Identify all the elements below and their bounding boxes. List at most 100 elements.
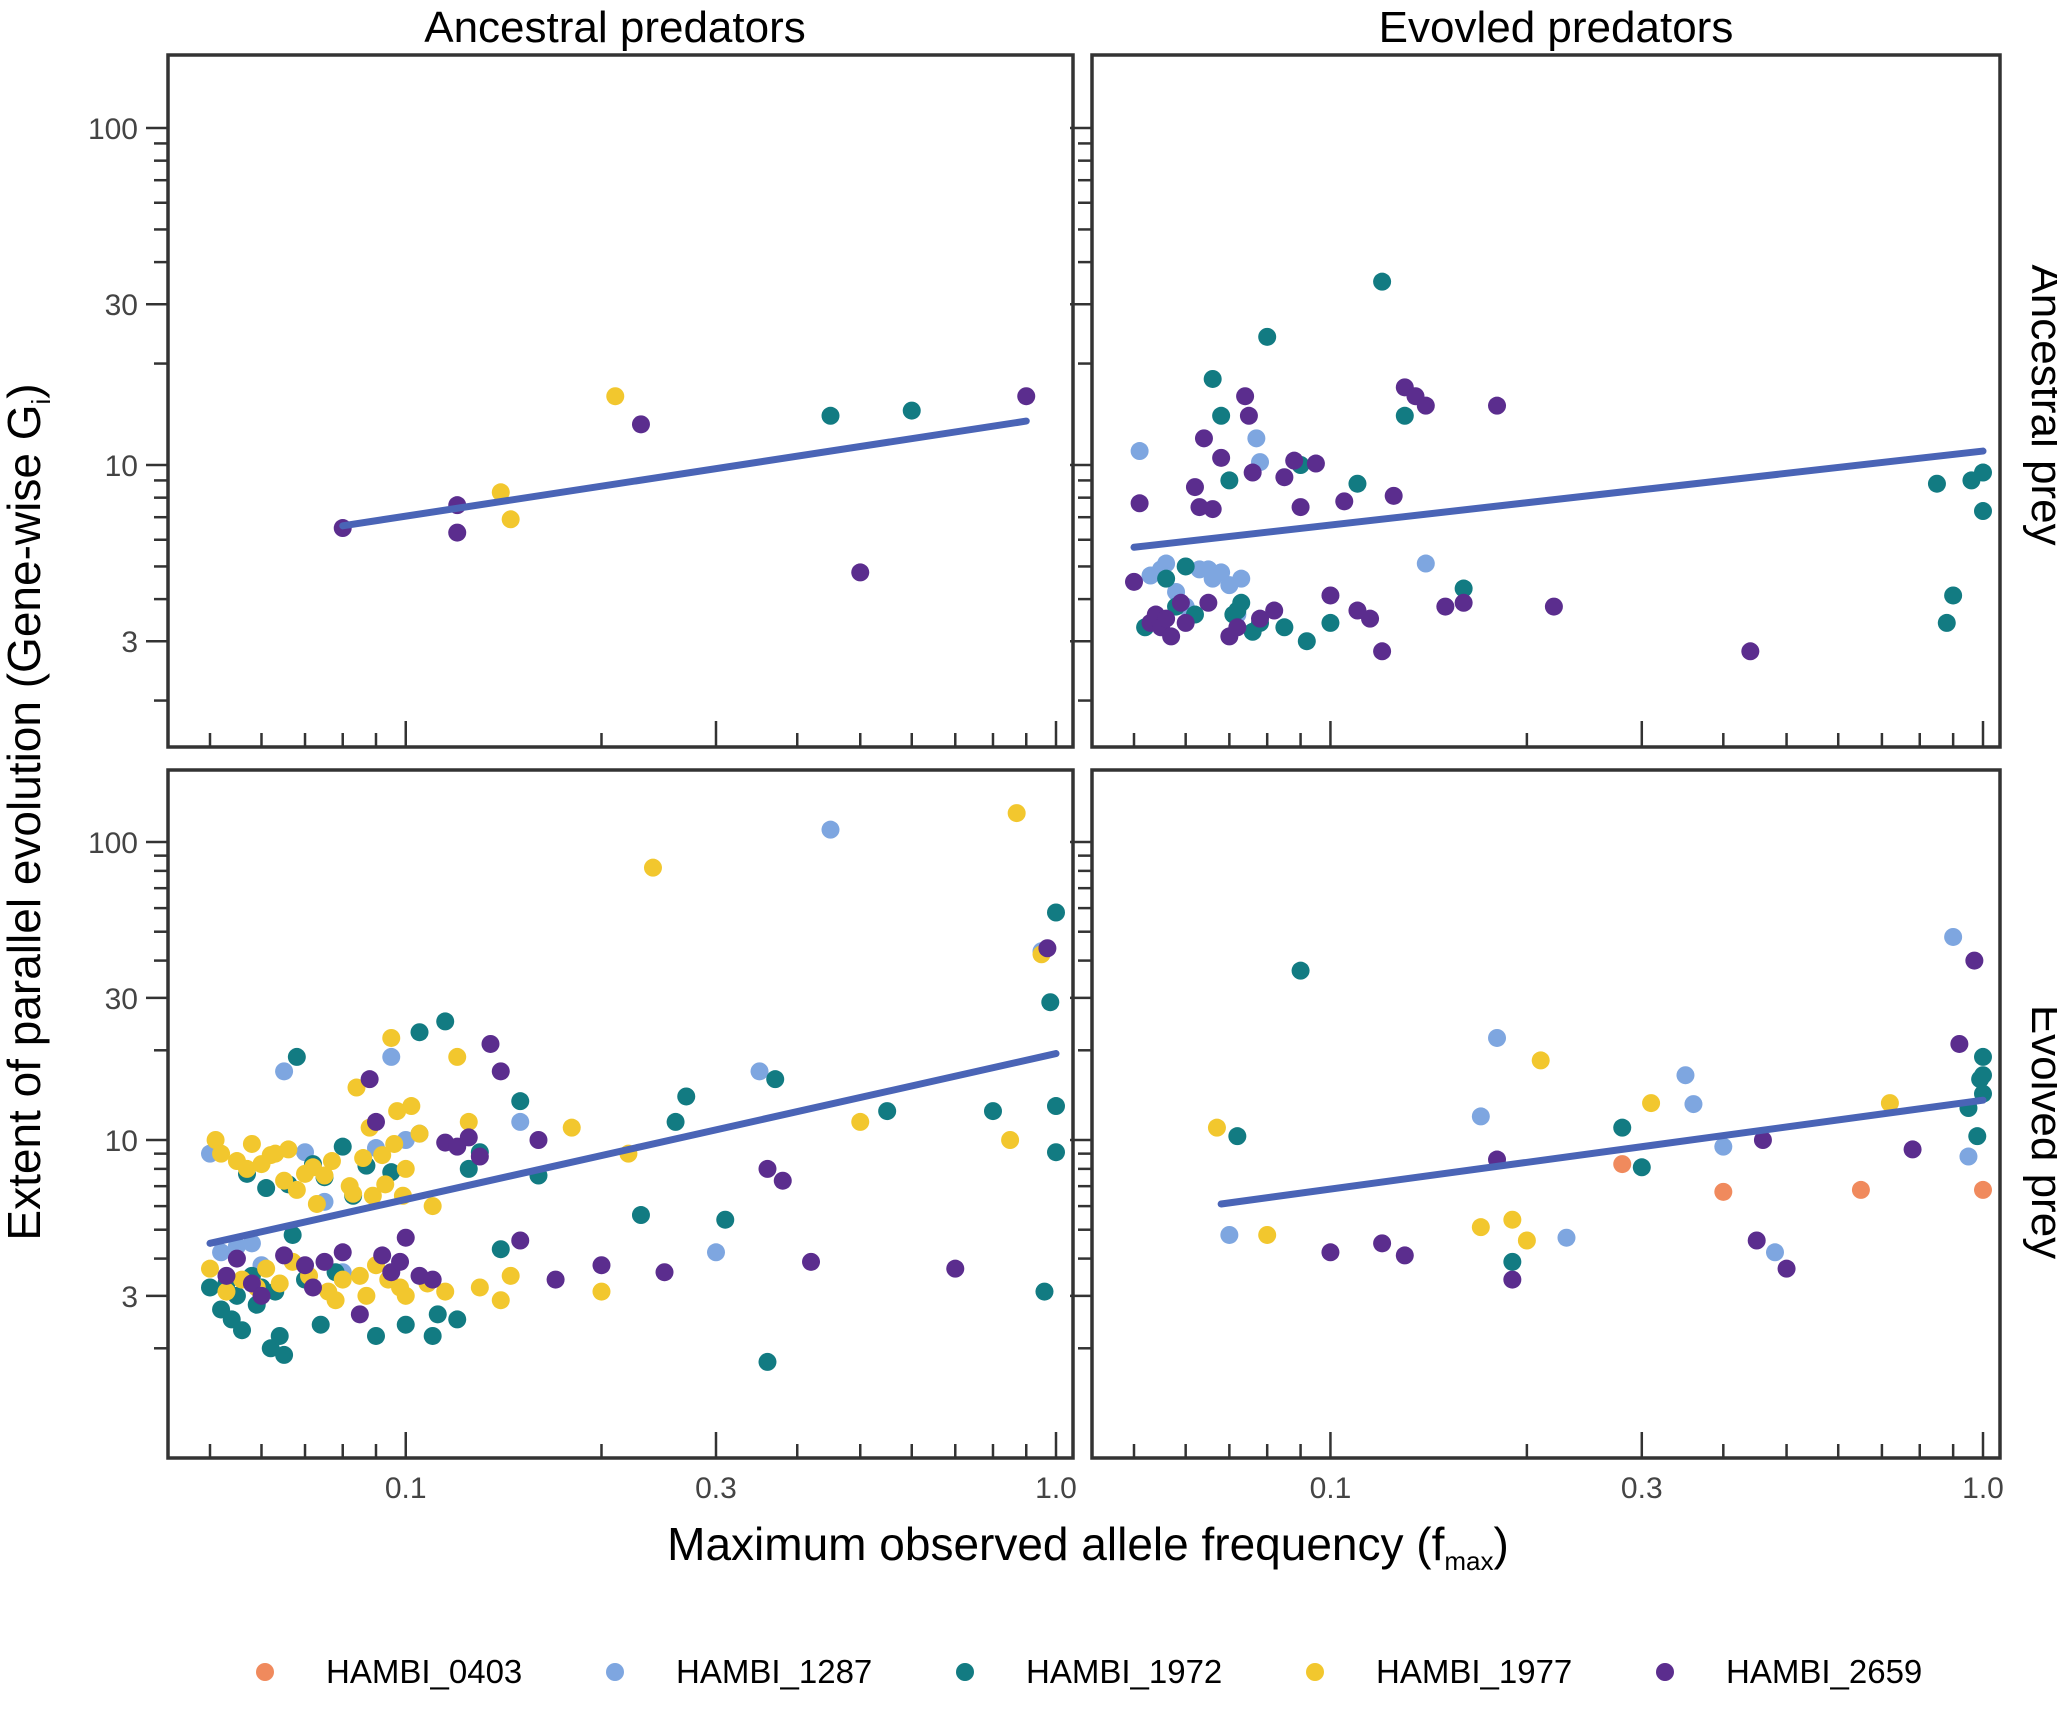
point-hambi-1972	[1503, 1252, 1522, 1271]
point-hambi-1977	[388, 1102, 407, 1121]
point-hambi-1977	[491, 1291, 510, 1310]
point-hambi-1977	[257, 1259, 276, 1278]
point-hambi-0403	[1613, 1155, 1632, 1174]
y-axis-title: Extent of parallel evolution (Gene-wise …	[0, 383, 56, 1240]
point-hambi-1977	[347, 1078, 366, 1097]
point-hambi-1287	[821, 820, 840, 839]
point-hambi-2659	[1335, 492, 1354, 511]
point-hambi-2659	[1038, 939, 1057, 958]
y-tick-label: 3	[121, 626, 138, 659]
point-hambi-2659	[1306, 454, 1325, 473]
point-hambi-2659	[1162, 627, 1181, 646]
point-hambi-2659	[1251, 609, 1270, 628]
point-hambi-2659	[1199, 593, 1218, 612]
point-hambi-1972	[1157, 569, 1176, 588]
y-tick-label: 10	[105, 1125, 138, 1158]
point-hambi-2659	[1203, 500, 1222, 519]
legend-item-hambi-2659: HAMBI_2659	[1656, 1653, 1922, 1690]
point-hambi-1972	[283, 1225, 302, 1244]
point-hambi-1972	[631, 1206, 650, 1225]
point-hambi-2659	[1321, 586, 1340, 605]
point-hambi-2659	[1236, 387, 1255, 406]
point-hambi-1972	[1275, 618, 1294, 637]
point-hambi-2659	[1265, 601, 1284, 620]
panel-ancestral-pred-evolved-prey: 3 10 30 100 0.1 0.3 1.0	[88, 768, 1077, 1505]
point-hambi-2659	[631, 415, 650, 434]
point-hambi-1287	[242, 1234, 261, 1253]
point-hambi-1287	[212, 1243, 231, 1262]
regression-line	[1130, 447, 1987, 551]
point-hambi-1972	[1297, 632, 1316, 651]
point-hambi-1972	[1321, 613, 1340, 632]
point-hambi-2659	[242, 1274, 261, 1293]
regression-line	[339, 417, 1030, 530]
x-tick-label: 0.3	[695, 1472, 737, 1505]
point-hambi-1977	[326, 1291, 345, 1310]
point-hambi-2659	[1171, 593, 1190, 612]
legend-swatch	[1306, 1663, 1324, 1681]
point-hambi-1972	[428, 1305, 447, 1324]
point-hambi-1977	[459, 1112, 478, 1131]
point-hambi-2659	[1777, 1259, 1796, 1278]
point-hambi-2659	[1185, 478, 1204, 497]
point-hambi-2659	[1454, 593, 1473, 612]
point-hambi-2659	[448, 523, 467, 542]
point-hambi-2659	[360, 1070, 379, 1089]
point-hambi-2659	[1194, 429, 1213, 448]
facet-title-col-1: Ancestral predators	[424, 3, 806, 52]
point-hambi-1977	[344, 1184, 363, 1203]
panel-ancestral-pred-ancestral-prey: 3 10 30 100	[88, 53, 1075, 749]
point-hambi-2659	[773, 1171, 792, 1190]
point-hambi-1977	[270, 1274, 289, 1293]
legend-item-hambi-0403: HAMBI_0403	[256, 1653, 522, 1690]
point-hambi-1977	[402, 1097, 421, 1116]
panel-frame	[166, 53, 1075, 749]
point-hambi-2659	[315, 1252, 334, 1271]
point-hambi-1287	[1488, 1028, 1507, 1047]
point-hambi-1972	[666, 1112, 685, 1131]
point-hambi-1972	[366, 1326, 385, 1345]
point-hambi-1972	[1228, 1127, 1247, 1146]
point-hambi-1977	[436, 1282, 455, 1301]
point-hambi-1972	[333, 1137, 352, 1156]
point-hambi-1977	[275, 1171, 294, 1190]
y-axis-title-end: )	[0, 383, 50, 398]
y-tick-label: 100	[88, 113, 138, 146]
point-hambi-2659	[459, 1128, 478, 1147]
point-hambi-2659	[1157, 609, 1176, 628]
point-hambi-1977	[396, 1286, 415, 1305]
point-hambi-1972	[1291, 961, 1310, 980]
point-hambi-1287	[1247, 429, 1266, 448]
x-tick-label: 0.1	[385, 1472, 427, 1505]
point-hambi-2659	[481, 1034, 500, 1053]
point-hambi-1972	[1395, 406, 1414, 425]
point-hambi-1977	[562, 1118, 581, 1137]
point-hambi-2659	[373, 1246, 392, 1265]
point-hambi-1972	[716, 1210, 735, 1229]
point-hambi-2659	[1503, 1270, 1522, 1289]
legend-label: HAMBI_1977	[1376, 1653, 1572, 1690]
point-hambi-1972	[902, 401, 921, 420]
point-hambi-2659	[592, 1256, 611, 1275]
point-hambi-1977	[376, 1175, 395, 1194]
point-hambi-1972	[821, 406, 840, 425]
point-hambi-1977	[373, 1146, 392, 1165]
point-hambi-1972	[1348, 474, 1367, 493]
point-hambi-1972	[1454, 579, 1473, 598]
legend-label: HAMBI_0403	[326, 1653, 522, 1690]
point-hambi-1287	[1416, 554, 1435, 573]
point-hambi-1287	[1220, 1225, 1239, 1244]
point-hambi-1972	[270, 1326, 289, 1345]
point-hambi-1972	[677, 1087, 696, 1106]
point-hambi-0403	[1974, 1180, 1992, 1199]
point-hambi-1287	[1157, 554, 1176, 573]
point-hambi-1972	[1041, 993, 1060, 1012]
legend-label: HAMBI_1287	[676, 1653, 872, 1690]
point-hambi-1972	[1927, 474, 1946, 493]
point-hambi-2659	[1741, 642, 1760, 661]
point-hambi-1972	[1974, 1047, 1992, 1066]
point-hambi-1977	[315, 1166, 334, 1185]
point-hambi-1977	[354, 1149, 373, 1168]
point-hambi-1972	[1232, 593, 1251, 612]
